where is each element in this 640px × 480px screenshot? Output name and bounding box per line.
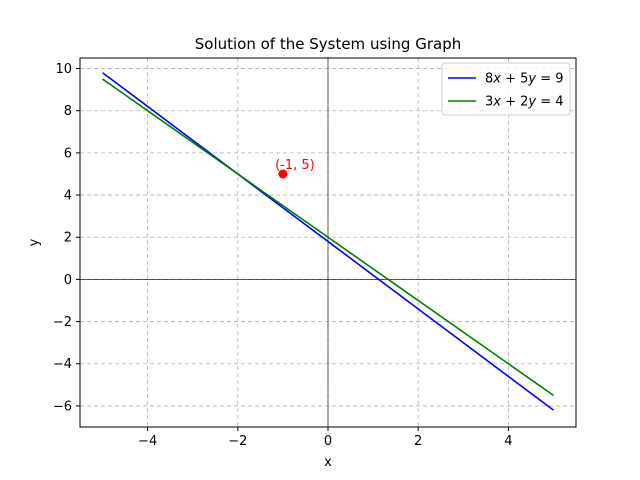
solution-point [278, 169, 288, 179]
y-tick-label: 0 [64, 273, 72, 288]
legend-box [441, 62, 571, 116]
x-tick-label: −4 [138, 434, 157, 449]
x-axis-label: x [324, 455, 332, 470]
solution-point-label: (-1, 5) [275, 158, 315, 173]
series-line-1 [102, 72, 554, 411]
solution-points: (-1, 5) [275, 158, 315, 179]
x-tick-label: −2 [228, 434, 247, 449]
y-tick-label: −6 [53, 399, 72, 414]
y-tick-label: −4 [53, 357, 72, 372]
series-line-2 [102, 78, 554, 397]
x-tick-label: 4 [504, 434, 512, 449]
y-axis-label: y [27, 238, 42, 246]
chart-title: Solution of the System using Graph [195, 35, 461, 53]
legend-label-1: 8x + 5y = 9 [485, 72, 564, 87]
y-tick-label: 6 [64, 146, 72, 161]
y-tick-label: 10 [55, 62, 72, 77]
y-tick-label: 8 [64, 104, 72, 119]
series-lines [102, 72, 554, 411]
legend-label-2: 3x + 2y = 4 [485, 95, 564, 110]
legend: 8x + 5y = 9 3x + 2y = 4 [441, 62, 571, 116]
axis-ticks: −4 −2 0 2 4 −6 −4 −2 0 2 4 6 8 10 [53, 62, 513, 449]
y-tick-label: 4 [64, 189, 72, 204]
x-tick-label: 0 [324, 434, 332, 449]
y-tick-label: −2 [53, 315, 72, 330]
zero-axis-lines [80, 58, 576, 427]
y-tick-label: 2 [64, 231, 72, 246]
x-tick-label: 2 [414, 434, 422, 449]
